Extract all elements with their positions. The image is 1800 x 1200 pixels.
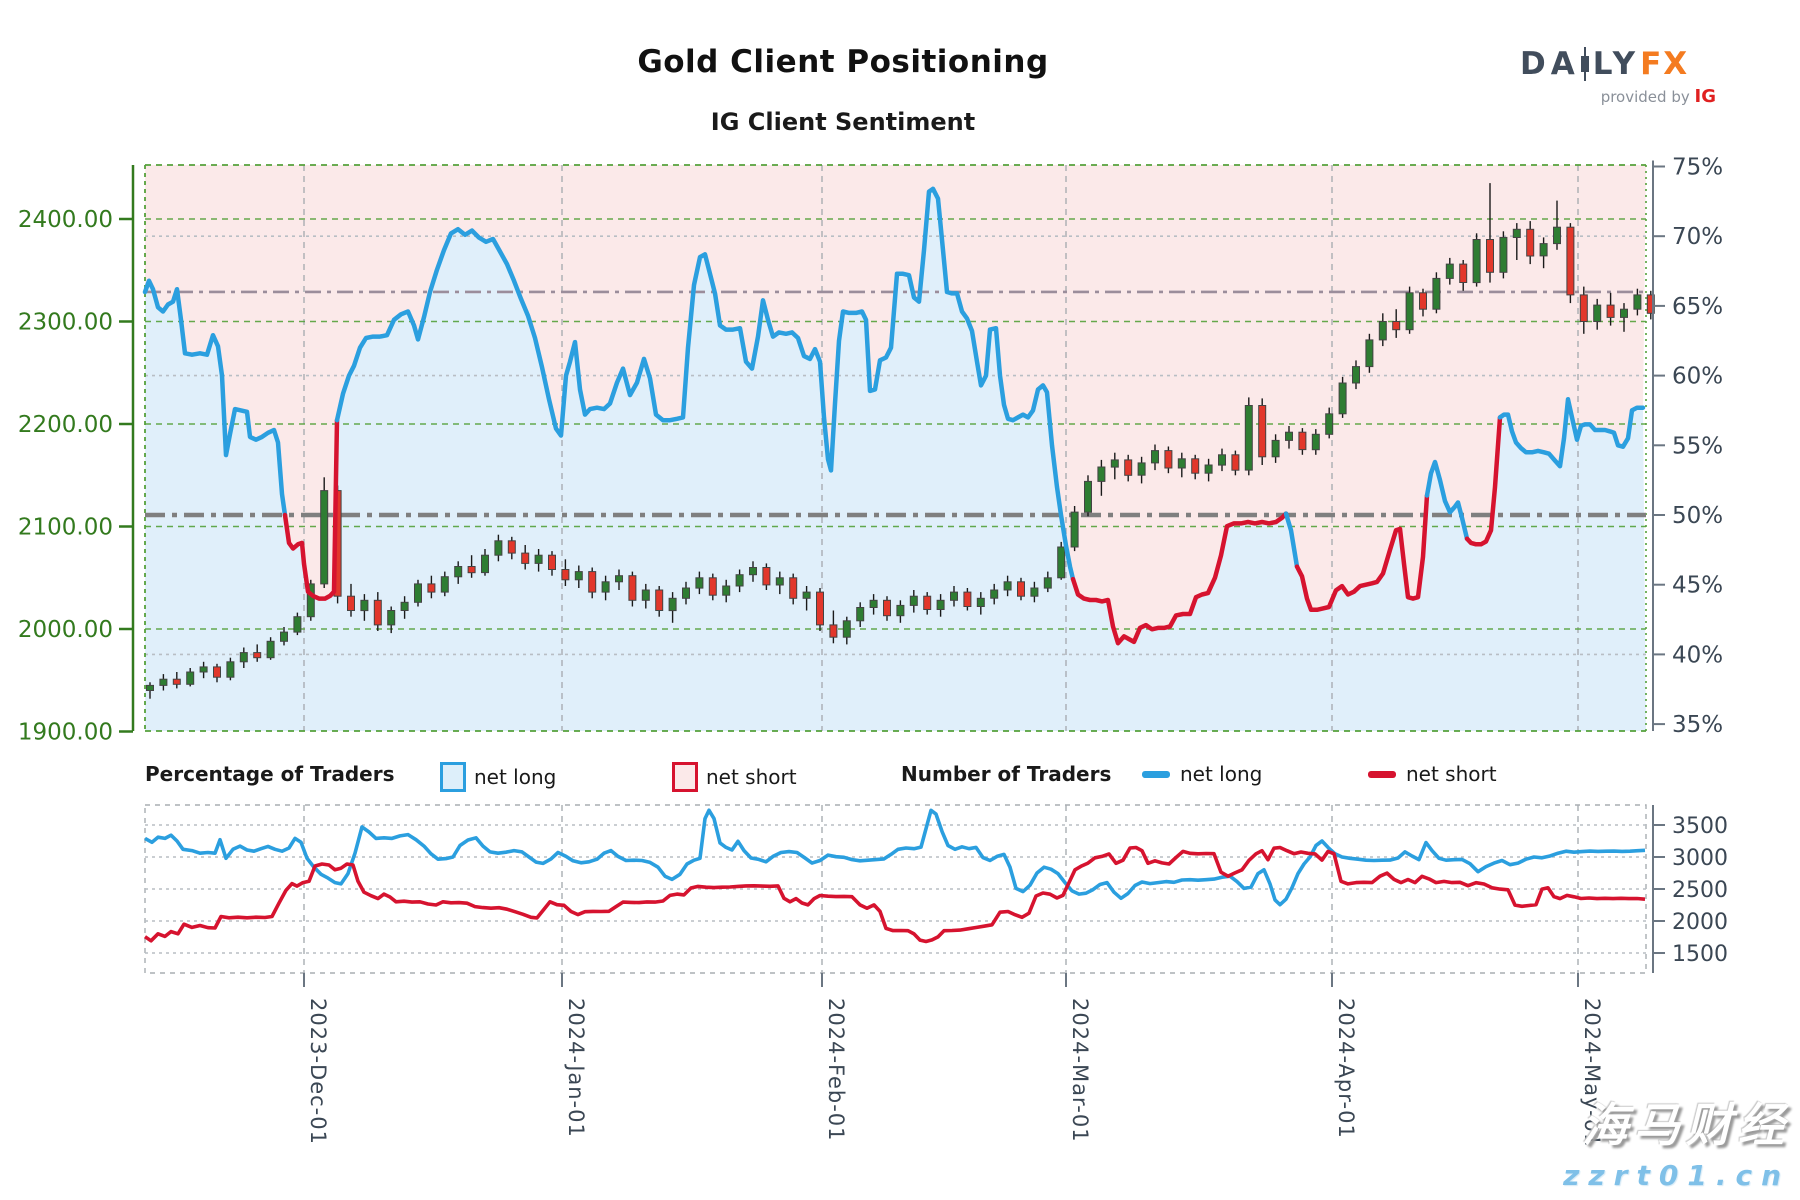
watermark-url: zzrt01.cn	[1563, 1159, 1790, 1192]
svg-text:2024-Mar-01: 2024-Mar-01	[1068, 998, 1092, 1143]
svg-text:2024-May-01: 2024-May-01	[1580, 998, 1604, 1147]
svg-text:2500: 2500	[1672, 878, 1728, 903]
watermark: 海马财经 zzrt01.cn	[1563, 1089, 1790, 1192]
chart-title: Gold Client Positioning	[637, 44, 1049, 80]
dailyfx-logo: DA LY FX provided by IG	[1520, 46, 1730, 107]
svg-text:60%: 60%	[1672, 364, 1723, 390]
svg-text:2100.00: 2100.00	[18, 515, 113, 541]
svg-text:2000.00: 2000.00	[18, 617, 113, 643]
legend-num-net-long: net long	[1142, 762, 1262, 786]
svg-text:55%: 55%	[1672, 433, 1723, 459]
svg-text:35%: 35%	[1672, 712, 1723, 738]
pct-net-short-swatch-icon	[672, 762, 698, 792]
legend-pct-net-short: net short	[672, 762, 797, 792]
chart-subtitle: IG Client Sentiment	[710, 108, 976, 136]
logo-provided-by: provided by	[1600, 88, 1690, 106]
svg-text:2400.00: 2400.00	[18, 207, 113, 233]
svg-text:3000: 3000	[1672, 846, 1728, 871]
legend: Percentage of Traders net long net short…	[0, 756, 1800, 798]
svg-text:1900.00: 1900.00	[18, 720, 113, 746]
svg-text:2024-Jan-01: 2024-Jan-01	[564, 998, 588, 1138]
svg-text:1500: 1500	[1672, 942, 1728, 967]
svg-text:70%: 70%	[1672, 224, 1723, 250]
logo-ig: IG	[1694, 86, 1716, 107]
svg-text:2024-Feb-01: 2024-Feb-01	[824, 998, 848, 1142]
svg-text:65%: 65%	[1672, 294, 1723, 320]
watermark-cn: 海马财经	[1582, 1098, 1790, 1152]
legend-pct-header: Percentage of Traders	[145, 762, 395, 786]
svg-text:2000: 2000	[1672, 910, 1728, 935]
legend-pct-net-long: net long	[440, 762, 556, 792]
candlestick-icon	[1580, 47, 1589, 81]
logo-text-ly: LY	[1592, 46, 1641, 82]
logo-text-fx: FX	[1640, 46, 1690, 82]
legend-num-header: Number of Traders	[901, 762, 1112, 786]
svg-text:2200.00: 2200.00	[18, 412, 113, 438]
svg-text:2300.00: 2300.00	[18, 310, 113, 336]
svg-text:3500: 3500	[1672, 814, 1728, 839]
pct-net-long-swatch-icon	[440, 762, 466, 792]
legend-num-net-short: net short	[1368, 762, 1497, 786]
svg-text:40%: 40%	[1672, 642, 1723, 668]
svg-text:2024-Apr-01: 2024-Apr-01	[1334, 998, 1358, 1139]
svg-text:75%: 75%	[1672, 155, 1723, 181]
num-net-short-dash-icon	[1368, 770, 1396, 778]
svg-text:45%: 45%	[1672, 573, 1723, 599]
num-net-long-dash-icon	[1142, 770, 1170, 778]
svg-text:2023-Dec-01: 2023-Dec-01	[306, 998, 330, 1145]
logo-text-da: DA	[1520, 46, 1580, 82]
svg-text:50%: 50%	[1672, 503, 1723, 529]
